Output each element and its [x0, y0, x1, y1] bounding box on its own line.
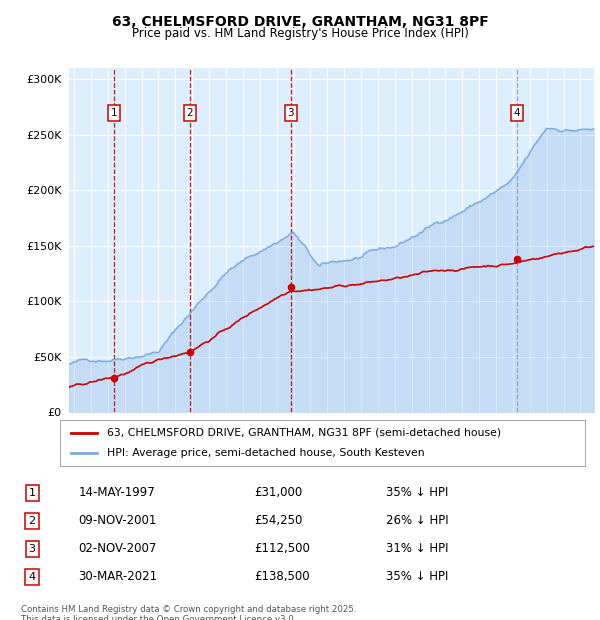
Text: 2: 2 [187, 108, 193, 118]
Text: 1: 1 [111, 108, 118, 118]
Text: 63, CHELMSFORD DRIVE, GRANTHAM, NG31 8PF (semi-detached house): 63, CHELMSFORD DRIVE, GRANTHAM, NG31 8PF… [107, 428, 502, 438]
Text: 3: 3 [29, 544, 35, 554]
Text: 02-NOV-2007: 02-NOV-2007 [78, 542, 157, 556]
Text: 3: 3 [287, 108, 294, 118]
Text: 1: 1 [29, 488, 35, 498]
Text: 14-MAY-1997: 14-MAY-1997 [78, 486, 155, 499]
Text: Contains HM Land Registry data © Crown copyright and database right 2025.
This d: Contains HM Land Registry data © Crown c… [21, 604, 356, 620]
Text: £54,250: £54,250 [254, 514, 302, 527]
Text: £31,000: £31,000 [254, 486, 302, 499]
Text: 35% ↓ HPI: 35% ↓ HPI [386, 570, 449, 583]
Text: Price paid vs. HM Land Registry's House Price Index (HPI): Price paid vs. HM Land Registry's House … [131, 27, 469, 40]
Text: 35% ↓ HPI: 35% ↓ HPI [386, 486, 449, 499]
Text: 26% ↓ HPI: 26% ↓ HPI [386, 514, 449, 527]
Text: 2: 2 [29, 516, 36, 526]
Text: HPI: Average price, semi-detached house, South Kesteven: HPI: Average price, semi-detached house,… [107, 448, 425, 458]
Text: 09-NOV-2001: 09-NOV-2001 [78, 514, 157, 527]
Text: 31% ↓ HPI: 31% ↓ HPI [386, 542, 449, 556]
Text: 4: 4 [514, 108, 521, 118]
Text: £112,500: £112,500 [254, 542, 310, 556]
Text: £138,500: £138,500 [254, 570, 310, 583]
Text: 4: 4 [29, 572, 36, 582]
Text: 30-MAR-2021: 30-MAR-2021 [78, 570, 157, 583]
Text: 63, CHELMSFORD DRIVE, GRANTHAM, NG31 8PF: 63, CHELMSFORD DRIVE, GRANTHAM, NG31 8PF [112, 16, 488, 30]
